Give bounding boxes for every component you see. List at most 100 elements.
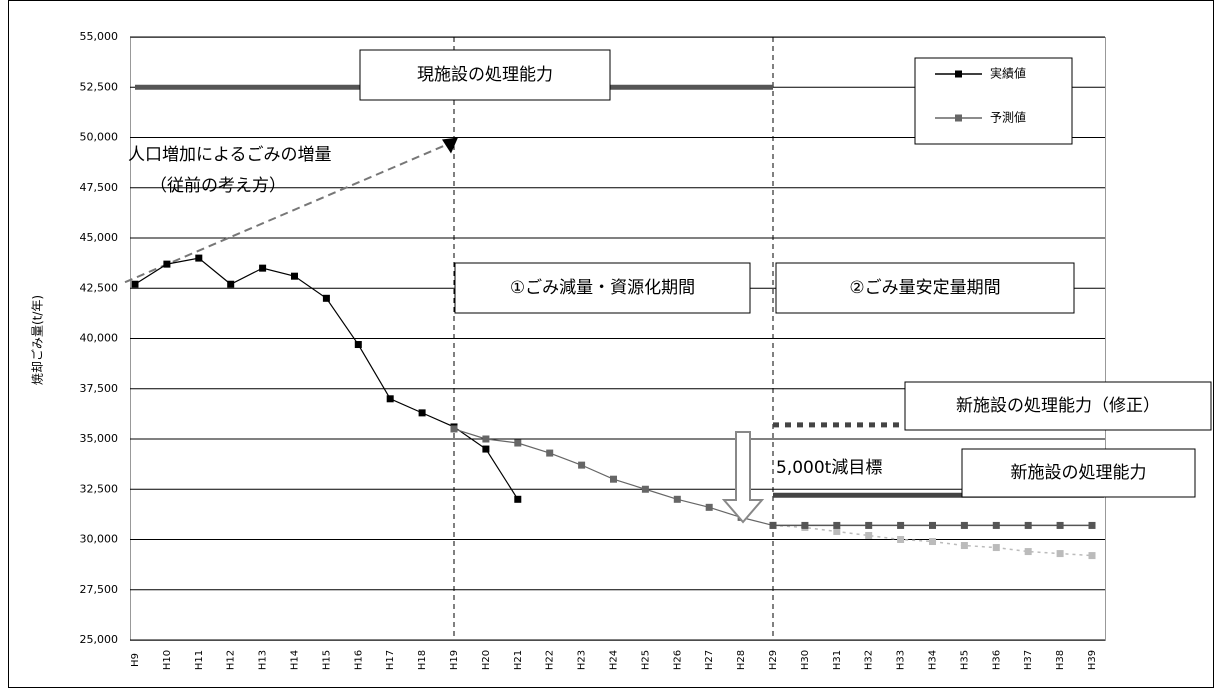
- series-marker: [514, 439, 522, 447]
- series-marker: [482, 435, 490, 443]
- series-marker: [897, 536, 905, 543]
- y-tick-label: 30,000: [80, 533, 119, 546]
- x-tick-label: H33: [896, 650, 907, 670]
- x-tick-label: H20: [481, 650, 492, 670]
- x-tick-label: H35: [959, 650, 970, 670]
- series-marker: [865, 531, 873, 539]
- x-tick-label: H19: [449, 650, 460, 670]
- series-marker: [259, 264, 267, 272]
- y-tick-label: 47,500: [80, 181, 119, 194]
- capacity-label: 新施設の処理能力（修正）: [956, 396, 1160, 416]
- series-marker: [769, 521, 777, 529]
- x-tick-label: H25: [640, 650, 651, 670]
- legend-marker: [955, 114, 962, 122]
- x-tick-label: H10: [162, 650, 173, 670]
- series-marker: [641, 485, 649, 493]
- x-tick-label: H17: [385, 650, 396, 670]
- capacity-label-box: [359, 49, 611, 101]
- x-tick-label: H24: [609, 650, 620, 670]
- y-tick-label: 40,000: [80, 332, 119, 345]
- x-tick-label: H38: [1055, 650, 1066, 670]
- series-marker: [163, 260, 171, 268]
- x-tick-label: H34: [928, 650, 939, 670]
- trend-note: （従前の考え方）: [150, 176, 286, 196]
- period-label-box: [775, 262, 1075, 314]
- x-tick-label: H32: [864, 650, 875, 670]
- series-marker: [897, 521, 905, 529]
- series-marker: [195, 254, 203, 262]
- x-tick-label: H14: [290, 650, 301, 670]
- series-marker: [673, 495, 681, 503]
- x-tick-label: H29: [768, 650, 779, 670]
- series-marker: [833, 527, 841, 535]
- target-label: 5,000t減目標: [776, 458, 882, 478]
- series-marker: [1088, 552, 1096, 560]
- y-tick-label: 45,000: [80, 231, 119, 244]
- x-tick-label: H12: [226, 650, 237, 670]
- x-tick-label: H9: [130, 653, 141, 667]
- series-marker: [801, 521, 809, 529]
- y-tick-label: 50,000: [80, 131, 119, 144]
- series-marker: [1024, 521, 1032, 529]
- series-marker: [482, 445, 490, 453]
- y-axis-label: 焼却ごみ量(t/年): [30, 295, 45, 385]
- x-tick-label: H31: [832, 650, 843, 670]
- series-marker: [322, 294, 330, 302]
- trend-arrow: [442, 137, 458, 154]
- series-line: [772, 524, 1093, 557]
- y-tick-label: 27,500: [80, 583, 119, 596]
- series-marker: [960, 521, 968, 529]
- y-tick-label: 25,000: [80, 633, 119, 646]
- series-marker: [131, 280, 139, 288]
- y-tick-label: 55,000: [80, 30, 119, 43]
- x-tick-label: H16: [353, 650, 364, 670]
- series-marker: [865, 521, 873, 529]
- series-marker: [610, 475, 617, 483]
- trend-line: [124, 140, 455, 284]
- period-label: ①ごみ減量・資源化期間: [510, 278, 695, 298]
- series-marker: [546, 449, 554, 457]
- series-marker: [960, 542, 968, 550]
- series-marker: [578, 461, 586, 469]
- reduction-arrow: [721, 431, 765, 524]
- x-tick-label: H30: [800, 650, 811, 670]
- series-marker: [386, 395, 394, 403]
- period-label-box: [454, 262, 751, 314]
- series-marker: [1056, 550, 1064, 558]
- x-tick-label: H28: [736, 650, 747, 670]
- series-marker: [450, 425, 458, 433]
- series-marker: [929, 521, 936, 529]
- series-marker: [514, 495, 522, 503]
- y-tick-label: 42,500: [80, 281, 119, 294]
- series-marker: [833, 521, 841, 529]
- capacity-label: 新施設の処理能力: [1011, 463, 1147, 483]
- x-tick-label: H37: [1023, 650, 1034, 670]
- trend-label: 人口増加によるごみの増量: [128, 145, 332, 165]
- series-marker: [418, 409, 426, 417]
- series-marker: [1056, 521, 1064, 529]
- x-tick-label: H18: [417, 650, 428, 670]
- legend-marker: [955, 70, 962, 78]
- series-marker: [354, 341, 362, 349]
- x-tick-label: H15: [321, 650, 332, 670]
- series-marker: [291, 272, 298, 280]
- series-marker: [992, 521, 1000, 529]
- series-marker: [705, 503, 713, 511]
- x-tick-label: H11: [194, 650, 205, 670]
- period-label: ②ごみ量安定量期間: [849, 278, 1000, 298]
- y-tick-label: 32,500: [80, 482, 119, 495]
- series-marker: [929, 538, 936, 546]
- legend-box: [914, 57, 1073, 145]
- x-tick-label: H22: [545, 650, 556, 670]
- x-tick-label: H39: [1087, 650, 1098, 670]
- series-marker: [992, 544, 1000, 552]
- y-tick-label: 35,000: [80, 432, 119, 445]
- series-marker: [227, 280, 235, 288]
- y-tick-label: 37,500: [80, 382, 119, 395]
- legend-label: 予測値: [990, 110, 1026, 125]
- x-tick-label: H26: [672, 650, 683, 670]
- y-tick-label: 52,500: [80, 80, 119, 93]
- series-marker: [1088, 521, 1096, 529]
- series-marker: [1024, 548, 1032, 556]
